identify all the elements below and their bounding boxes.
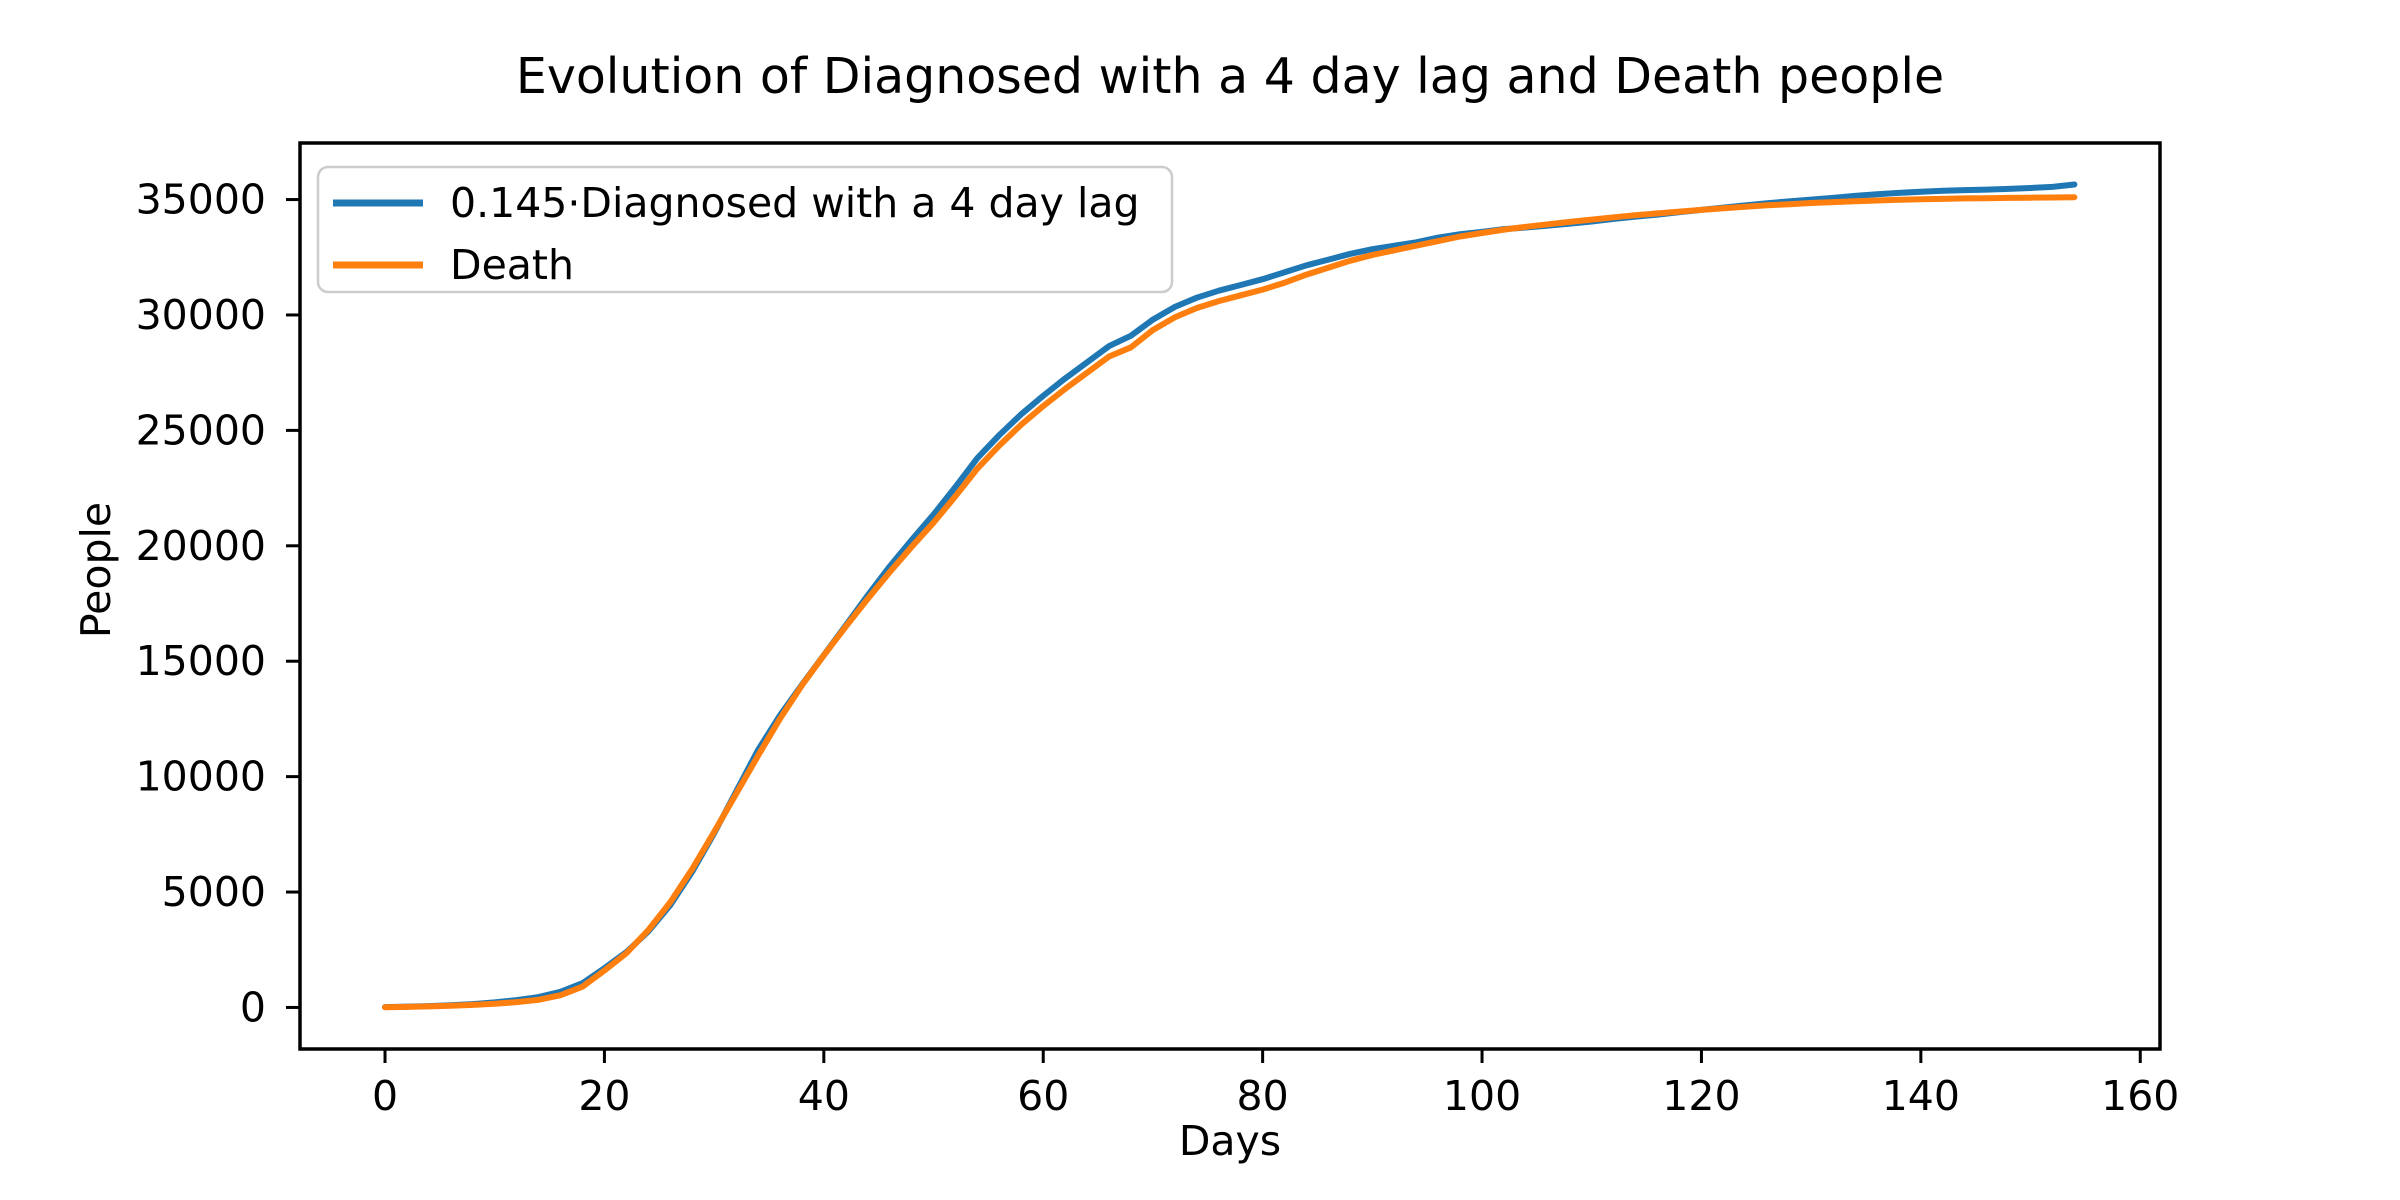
series-line-death — [382, 194, 2078, 1011]
x-tick-label: 0 — [372, 1072, 398, 1120]
y-tick-label: 30000 — [136, 291, 266, 339]
y-tick-label: 0 — [240, 983, 266, 1031]
legend: 0.145·Diagnosed with a 4 day lag Death — [316, 165, 1174, 294]
legend-box — [316, 165, 1174, 294]
x-tick-label: 140 — [1882, 1072, 1960, 1120]
x-tick-label: 60 — [1017, 1072, 1069, 1120]
legend-label-diagnosed: 0.145·Diagnosed with a 4 day lag — [450, 179, 1140, 227]
x-axis-ticks: 0 20 40 60 80 100 120 140 160 — [372, 1049, 2179, 1120]
y-tick-label: 35000 — [136, 176, 266, 224]
series-lines — [382, 181, 2078, 1011]
y-tick-label: 15000 — [136, 637, 266, 685]
x-tick-label: 100 — [1443, 1072, 1521, 1120]
y-tick-label: 20000 — [136, 522, 266, 570]
y-axis-ticks: 0 5000 10000 15000 20000 25000 30000 35000 — [136, 176, 300, 1031]
x-tick-label: 120 — [1662, 1072, 1740, 1120]
chart-title: Evolution of Diagnosed with a 4 day lag … — [516, 48, 1944, 105]
x-tick-label: 20 — [578, 1072, 630, 1120]
x-tick-label: 160 — [2101, 1072, 2179, 1120]
y-tick-label: 5000 — [162, 868, 266, 916]
x-axis-label: Days — [1179, 1117, 1281, 1165]
x-tick-label: 40 — [798, 1072, 850, 1120]
y-tick-label: 10000 — [136, 753, 266, 801]
plot-frame — [298, 141, 2162, 1051]
series-line-diagnosed — [382, 181, 2078, 1011]
y-tick-label: 25000 — [136, 406, 266, 454]
x-tick-label: 80 — [1237, 1072, 1289, 1120]
y-axis-label: People — [72, 502, 120, 638]
legend-label-death: Death — [450, 241, 574, 289]
